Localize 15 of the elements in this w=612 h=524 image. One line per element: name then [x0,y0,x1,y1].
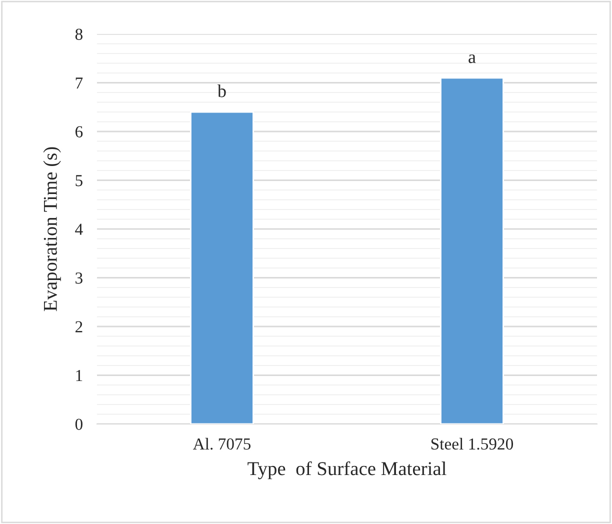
y-tick-label: 6 [75,126,83,138]
x-tick-label: Al. 7075 [192,438,251,450]
y-tick-label: 5 [76,175,82,186]
annotation: a [468,54,476,64]
y-tick-label: 7 [76,78,83,89]
y-tick-label: 1 [76,370,82,382]
annotation: b [217,84,226,98]
x-tick-label: Steel 1.5920 [431,438,514,450]
y-tick-label: 3 [76,272,82,284]
x-axis-title: Type of Surface Material [248,461,446,480]
y-tick-label: 4 [75,224,83,235]
y-tick-label: 2 [76,321,82,332]
y-axis-title: Evaporation Time (s) [43,147,61,312]
y-tick-label: 8 [75,28,82,40]
y-tick-label: 0 [75,418,82,430]
